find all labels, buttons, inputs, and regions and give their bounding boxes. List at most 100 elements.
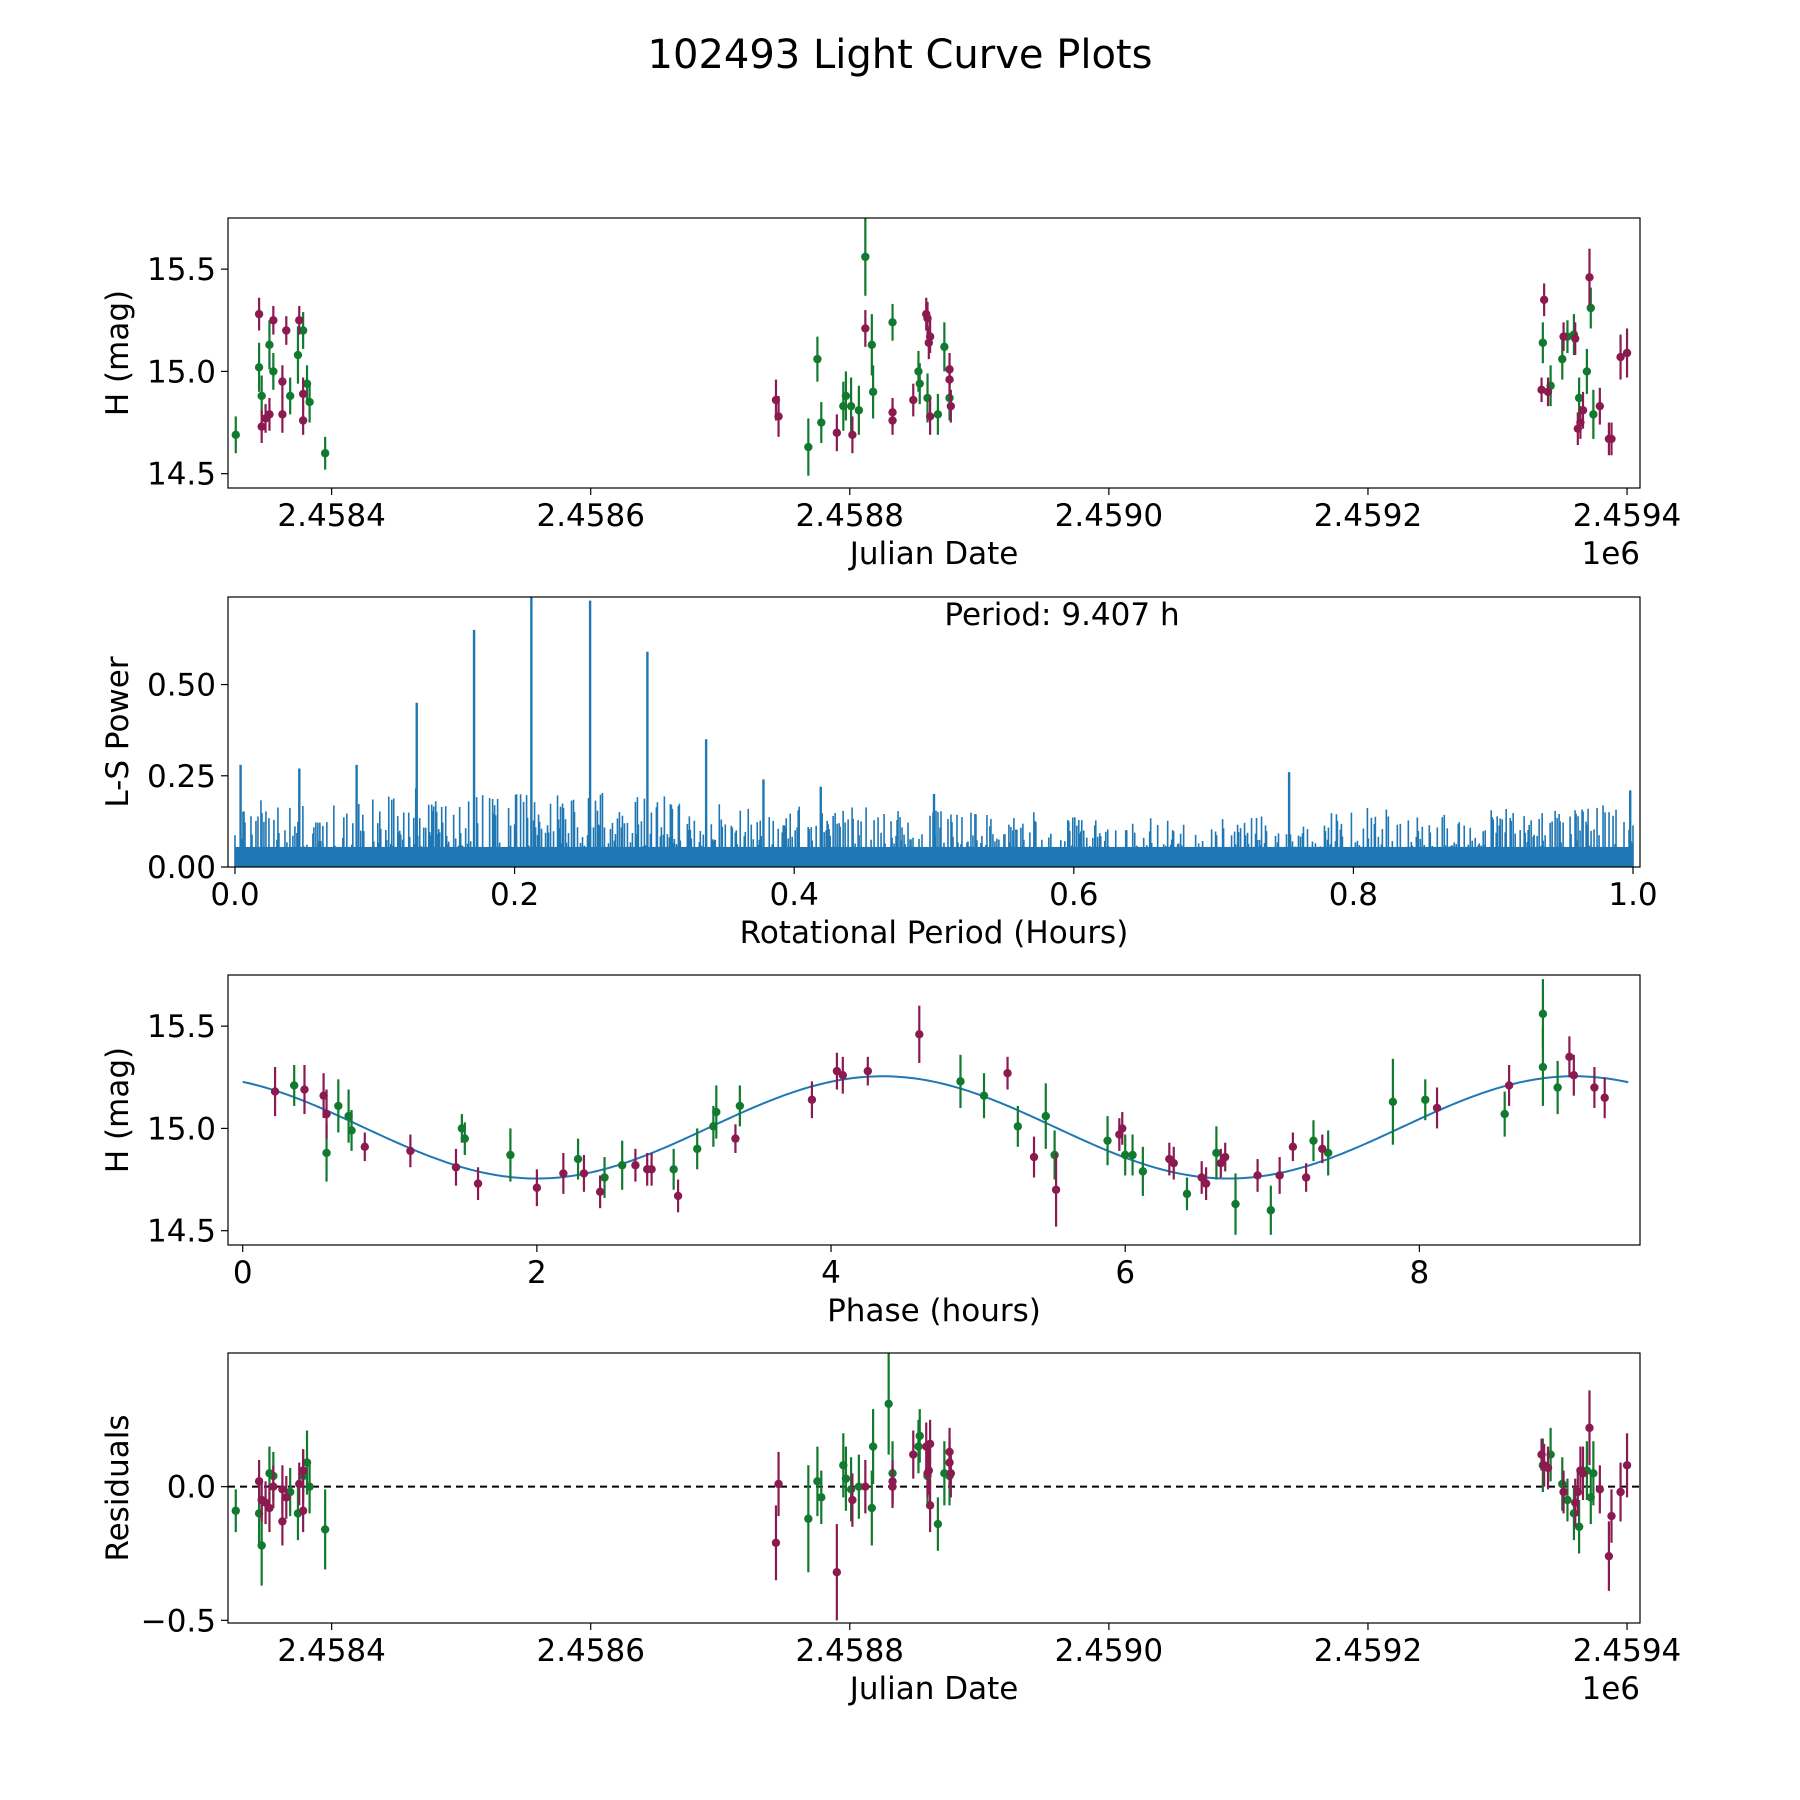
data-point bbox=[771, 1538, 781, 1548]
data-point bbox=[293, 350, 303, 360]
y-tick-label: 0.00 bbox=[147, 850, 216, 886]
data-point bbox=[817, 1493, 826, 1502]
data-point bbox=[451, 1163, 461, 1172]
data-point bbox=[1600, 1093, 1609, 1102]
data-point bbox=[854, 1482, 864, 1491]
data-point bbox=[305, 397, 314, 407]
x-tick-label: 2.4594 bbox=[1573, 1633, 1681, 1669]
data-point bbox=[600, 1173, 609, 1182]
y-tick-label: 0.25 bbox=[147, 759, 216, 795]
data-point bbox=[867, 340, 877, 350]
data-point bbox=[1558, 1479, 1567, 1489]
data-point bbox=[360, 1142, 369, 1152]
lc-plot-area bbox=[231, 218, 1632, 476]
data-point bbox=[334, 1101, 343, 1111]
data-point bbox=[406, 1146, 415, 1156]
x-tick-label: 2.4584 bbox=[277, 1633, 385, 1669]
x-tick-label: 2.4586 bbox=[536, 1633, 644, 1669]
data-point bbox=[888, 1477, 897, 1486]
data-point bbox=[946, 401, 956, 411]
data-point bbox=[1051, 1185, 1061, 1194]
x-tick-label: 0.0 bbox=[210, 877, 259, 913]
data-point bbox=[1622, 348, 1632, 358]
data-point bbox=[1118, 1124, 1127, 1133]
data-point bbox=[848, 1495, 857, 1505]
x-tick-label: 1.0 bbox=[1608, 877, 1657, 913]
series-green bbox=[231, 218, 1598, 476]
data-point bbox=[595, 1187, 605, 1197]
data-point bbox=[282, 326, 291, 335]
data-point bbox=[1275, 1171, 1284, 1180]
data-point bbox=[915, 1030, 924, 1039]
data-point bbox=[1578, 1469, 1588, 1478]
x-offset-label: 1e6 bbox=[1581, 1671, 1640, 1707]
data-point bbox=[1128, 1150, 1137, 1160]
y-tick-label: 15.0 bbox=[147, 1111, 216, 1147]
data-point bbox=[925, 1439, 935, 1449]
data-point bbox=[322, 1148, 331, 1158]
data-point bbox=[1582, 367, 1592, 376]
data-point bbox=[1571, 334, 1580, 343]
data-point bbox=[868, 1442, 878, 1451]
data-point bbox=[1569, 1071, 1579, 1080]
data-point bbox=[320, 449, 330, 458]
data-point bbox=[265, 340, 274, 350]
y-axis-label: Residuals bbox=[100, 1414, 136, 1561]
data-point bbox=[257, 391, 266, 401]
data-point bbox=[473, 1179, 483, 1188]
y-axis-label: L-S Power bbox=[100, 656, 136, 807]
data-point bbox=[295, 1479, 304, 1489]
x-tick-label: 0.4 bbox=[770, 877, 819, 913]
data-point bbox=[265, 1503, 274, 1513]
data-point bbox=[1212, 1148, 1221, 1158]
data-point bbox=[298, 389, 308, 399]
y-tick-label: 14.5 bbox=[147, 457, 216, 493]
data-point bbox=[774, 412, 783, 421]
data-point bbox=[1565, 1052, 1574, 1062]
x-tick-label: 2.4588 bbox=[796, 1633, 904, 1669]
x-tick-label: 0 bbox=[233, 1255, 253, 1291]
data-point bbox=[940, 342, 949, 352]
x-tick-label: 0.6 bbox=[1049, 877, 1098, 913]
x-tick-label: 2.4590 bbox=[1055, 498, 1163, 534]
x-axis-label: Julian Date bbox=[848, 1671, 1019, 1707]
x-tick-label: 2.4588 bbox=[796, 498, 904, 534]
y-axis-label: H (mag) bbox=[100, 290, 136, 416]
data-point bbox=[257, 1541, 266, 1550]
data-point bbox=[854, 406, 864, 415]
y-tick-label: 0.0 bbox=[167, 1470, 216, 1506]
data-point bbox=[1559, 1487, 1568, 1497]
y-tick-label: 15.0 bbox=[147, 354, 216, 390]
resid-plot-area bbox=[228, 1353, 1640, 1621]
x-axis-label: Julian Date bbox=[848, 536, 1019, 572]
data-point bbox=[1041, 1111, 1050, 1121]
data-point bbox=[320, 1525, 330, 1534]
data-point bbox=[559, 1169, 568, 1178]
data-point bbox=[914, 367, 923, 376]
data-point bbox=[1504, 1081, 1514, 1090]
data-point bbox=[1538, 1062, 1548, 1072]
data-point bbox=[278, 1517, 287, 1526]
data-point bbox=[832, 428, 842, 437]
data-point bbox=[813, 354, 822, 364]
data-point bbox=[298, 1506, 308, 1515]
data-point bbox=[956, 1077, 965, 1086]
data-point bbox=[1301, 1173, 1311, 1182]
data-point bbox=[1558, 354, 1567, 364]
x-tick-label: 6 bbox=[1115, 1255, 1135, 1291]
data-point bbox=[933, 410, 943, 419]
axes-frame bbox=[227, 974, 1641, 1246]
data-point bbox=[1421, 1095, 1430, 1104]
data-point bbox=[1388, 1097, 1398, 1107]
data-point bbox=[914, 1442, 923, 1451]
data-point bbox=[945, 1447, 954, 1457]
x-tick-label: 8 bbox=[1410, 1255, 1430, 1291]
data-point bbox=[1604, 1551, 1614, 1561]
data-point bbox=[888, 318, 897, 327]
data-point bbox=[1616, 352, 1625, 362]
data-point bbox=[269, 1482, 278, 1491]
data-point bbox=[884, 1399, 893, 1408]
data-point bbox=[289, 1081, 299, 1090]
data-point bbox=[1050, 1150, 1059, 1160]
